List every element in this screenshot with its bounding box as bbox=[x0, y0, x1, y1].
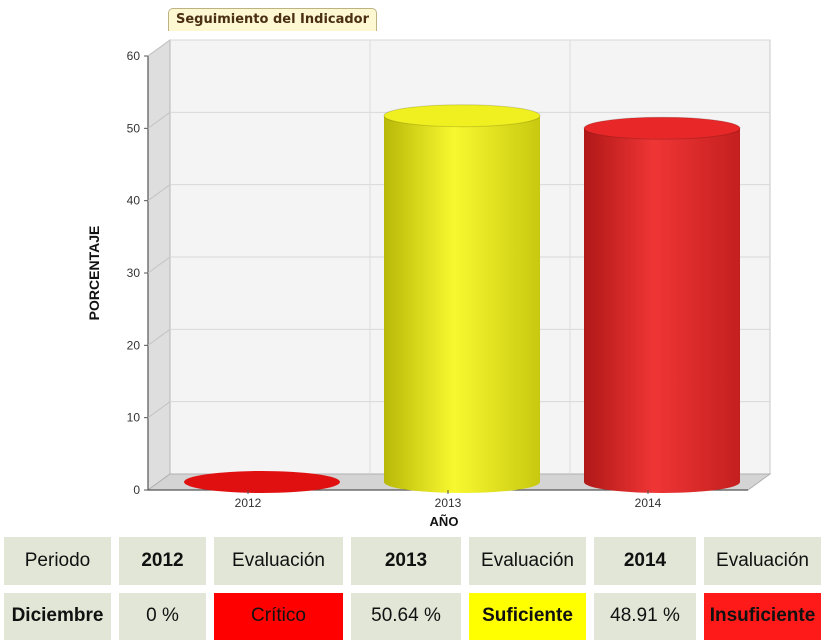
x-tick-label: 2012 bbox=[235, 496, 262, 510]
y-tick-label: 40 bbox=[127, 194, 141, 208]
y-tick-label: 0 bbox=[133, 483, 140, 497]
y-tick-label: 10 bbox=[127, 411, 141, 425]
grid-line bbox=[147, 401, 171, 419]
y-axis-label: PORCENTAJE bbox=[86, 226, 102, 321]
value-cell: 50.64 % bbox=[347, 588, 465, 644]
indicator-table: Periodo 2012 Evaluación 2013 Evaluación … bbox=[0, 533, 825, 644]
grid-line bbox=[147, 39, 171, 57]
chart-title: Seguimiento del Indicador bbox=[168, 8, 378, 31]
y-axis-ticks: 0 10 20 30 40 50 60 bbox=[127, 49, 148, 497]
bar-2013 bbox=[383, 104, 541, 493]
header-cell: Evaluación bbox=[700, 533, 825, 589]
y-tick-label: 60 bbox=[127, 49, 141, 63]
x-axis-ticks: 2012 2013 2014 bbox=[235, 490, 662, 510]
x-axis-label: AÑO bbox=[430, 514, 459, 529]
value-cell: 48.91 % bbox=[590, 588, 700, 644]
bar-top bbox=[383, 104, 541, 128]
evaluation-cell: Suficiente bbox=[465, 588, 590, 644]
header-cell: 2014 bbox=[590, 533, 700, 589]
y-tick-label: 30 bbox=[127, 266, 141, 280]
bar-body bbox=[584, 128, 740, 494]
chart-svg: 0 10 20 30 40 50 60 2012 2013 2014 PORCENTAJE AÑ… bbox=[86, 39, 772, 529]
grid-line bbox=[147, 328, 171, 346]
grid-line bbox=[147, 184, 171, 202]
x-tick-label: 2014 bbox=[635, 496, 662, 510]
bar-2014 bbox=[583, 116, 741, 494]
bars bbox=[184, 104, 741, 494]
bar-2012 bbox=[184, 471, 340, 493]
bar-top bbox=[583, 116, 741, 140]
bar-disc bbox=[184, 471, 340, 493]
header-cell: Periodo bbox=[0, 533, 115, 589]
header-cell: 2013 bbox=[347, 533, 465, 589]
header-cell: Evaluación bbox=[210, 533, 347, 589]
evaluation-cell: Insuficiente bbox=[700, 588, 825, 644]
chart-area: Seguimiento del Indicador 0 10 20 30 40 50 60 … bbox=[86, 8, 772, 529]
grid-line bbox=[147, 256, 171, 274]
value-cell: 0 % bbox=[115, 588, 210, 644]
table-row: Diciembre 0 % Crítico 50.64 % Suficiente… bbox=[0, 588, 825, 644]
y-tick-label: 20 bbox=[127, 338, 141, 352]
y-tick-label: 50 bbox=[127, 121, 141, 135]
table-header-row: Periodo 2012 Evaluación 2013 Evaluación … bbox=[0, 533, 825, 589]
header-cell: Evaluación bbox=[465, 533, 590, 589]
bar-body bbox=[384, 115, 540, 493]
x-tick-label: 2013 bbox=[435, 496, 462, 510]
evaluation-cell: Crítico bbox=[210, 588, 347, 644]
header-cell: 2012 bbox=[115, 533, 210, 589]
period-cell: Diciembre bbox=[0, 588, 115, 644]
grid-line bbox=[147, 111, 171, 129]
